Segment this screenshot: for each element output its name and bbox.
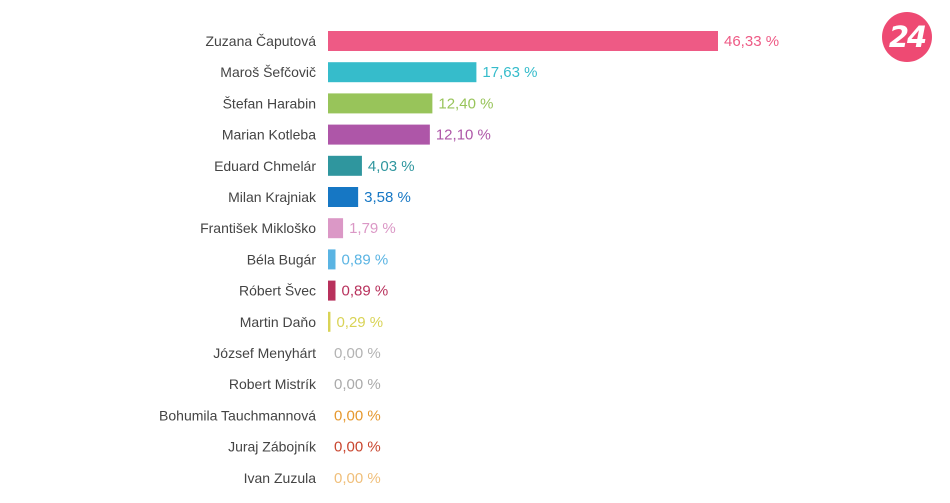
category-label: József Menyhárt (213, 345, 316, 361)
value-label: 4,03 % (368, 158, 415, 175)
bar (328, 187, 359, 207)
value-label: 0,00 % (334, 470, 381, 487)
bar (328, 218, 344, 239)
category-label: Ivan Zuzula (244, 470, 317, 486)
bar (328, 93, 433, 114)
category-label: Štefan Harabin (223, 95, 316, 111)
value-label: 0,89 % (341, 283, 388, 300)
value-label: 3,58 % (364, 189, 411, 206)
category-label: Zuzana Čaputová (205, 33, 316, 49)
category-label: Milan Krajniak (228, 189, 317, 205)
value-label: 12,10 % (436, 127, 491, 144)
value-label: 46,33 % (724, 33, 779, 50)
bar (328, 311, 331, 332)
bar (328, 155, 362, 176)
category-label: František Mikloško (200, 220, 316, 236)
bar (328, 124, 430, 145)
logo-24: 24 (882, 12, 932, 62)
value-label: 0,00 % (334, 345, 381, 362)
value-label: 0,00 % (334, 439, 381, 456)
value-label: 0,29 % (336, 314, 383, 331)
category-label: Bohumila Tauchmannová (159, 407, 316, 423)
category-label: Marian Kotleba (222, 127, 316, 143)
value-label: 12,40 % (438, 95, 493, 112)
value-label: 1,79 % (349, 220, 396, 237)
category-label: Róbert Švec (239, 283, 316, 299)
category-labels: Zuzana Čaputová Maroš Šefčovič Štefan Hara… (159, 33, 317, 486)
category-label: Robert Mistrík (229, 376, 317, 392)
category-label: Béla Bugár (247, 251, 317, 267)
category-label: Martin Daňo (240, 314, 316, 330)
bars (328, 31, 718, 332)
bar (328, 31, 718, 51)
category-label: Eduard Chmelár (214, 158, 316, 174)
value-labels: 46,33 % 17,63 % 12,40 % 12,10 % 4,03 % 3,58 %… (334, 33, 779, 487)
value-label: 0,00 % (334, 407, 381, 424)
category-label: Maroš Šefčovič (220, 64, 316, 80)
value-label: 0,89 % (341, 251, 388, 268)
bar (328, 62, 477, 83)
category-label: Juraj Zábojník (228, 439, 317, 455)
bar (328, 280, 336, 301)
value-label: 0,00 % (334, 376, 381, 393)
value-label: 17,63 % (482, 64, 537, 81)
bar (328, 249, 336, 270)
